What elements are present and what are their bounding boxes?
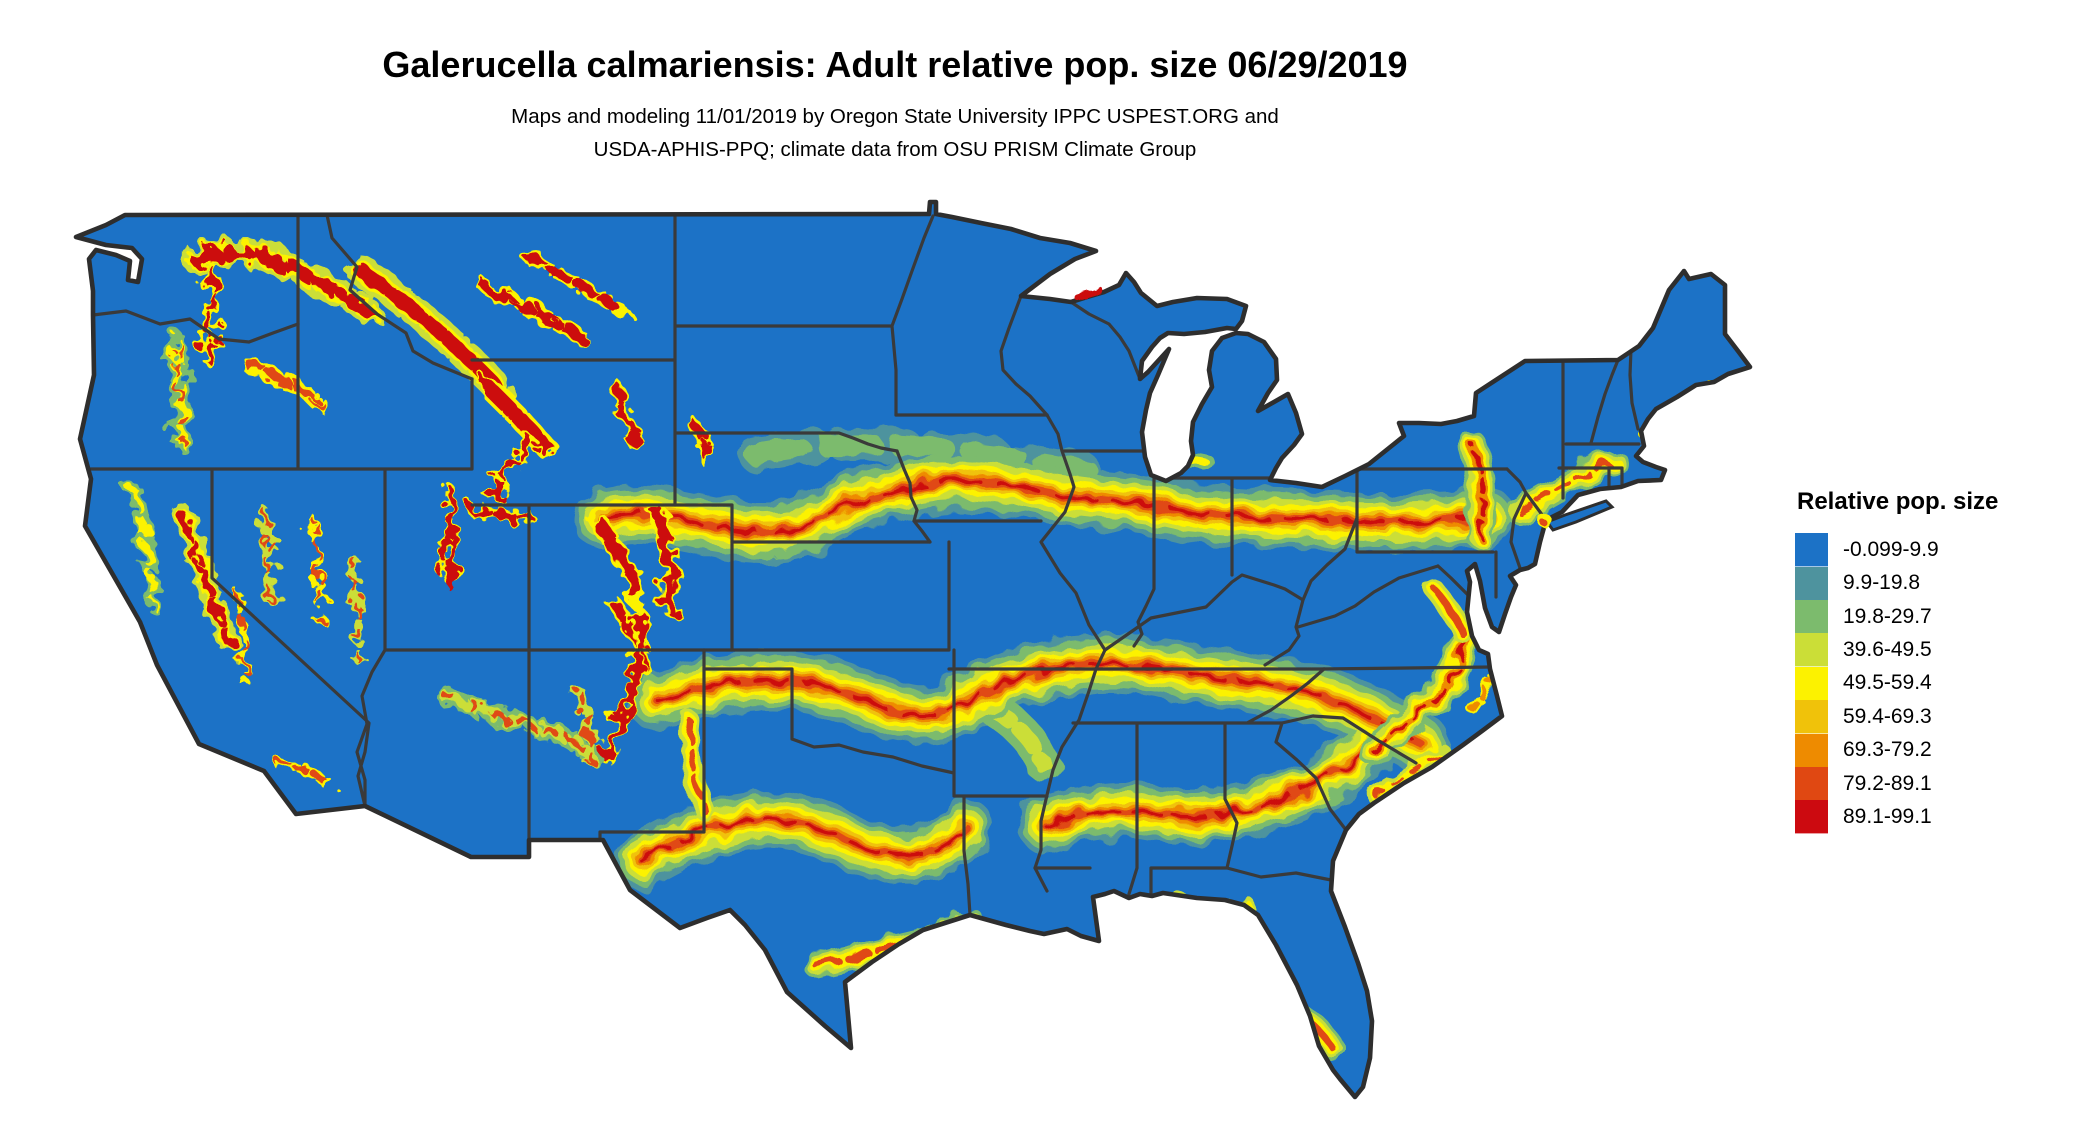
state-borders — [89, 213, 1641, 917]
legend-label: 69.3-79.2 — [1843, 738, 1932, 762]
legend-item: -0.099-9.9 — [1795, 533, 2095, 567]
legend-swatch — [1795, 599, 1828, 634]
legend-swatch — [1795, 533, 1828, 567]
legend-item: 89.1-99.1 — [1795, 800, 2095, 834]
legend-item: 59.4-69.3 — [1795, 700, 2095, 734]
legend: Relative pop. size -0.099-9.9 9.9-19.8 1… — [1795, 489, 2095, 834]
legend-swatch — [1795, 766, 1828, 801]
legend-swatch — [1795, 566, 1828, 600]
state-borders-southeast — [1033, 667, 1418, 900]
legend-title: Relative pop. size — [1797, 488, 1999, 515]
subtitle-line-1: Maps and modeling 11/01/2019 by Oregon S… — [511, 104, 1279, 128]
page-title: Galerucella calmariensis: Adult relative… — [382, 44, 1408, 85]
legend-label: 9.9-19.8 — [1843, 571, 1921, 595]
legend-item: 69.3-79.2 — [1795, 733, 2095, 767]
legend-label: 79.2-89.1 — [1843, 771, 1932, 795]
legend-label: 49.5-59.4 — [1843, 671, 1932, 695]
legend-label: 59.4-69.3 — [1843, 704, 1932, 728]
state-borders-ohio-river — [1103, 516, 1481, 667]
legend-item: 49.5-59.4 — [1795, 666, 2095, 701]
us-map-svg — [67, 150, 1790, 1116]
state-borders-upper-midwest — [999, 294, 1272, 648]
page-subtitle: Maps and modeling 11/01/2019 by Oregon S… — [75, 100, 1715, 166]
legend-swatch — [1795, 733, 1828, 767]
state-borders-northeast — [1355, 347, 1641, 599]
legend-item: 79.2-89.1 — [1795, 766, 2095, 801]
legend-swatch — [1795, 666, 1828, 701]
legend-rows: -0.099-9.9 9.9-19.8 19.8-29.7 39.6-49.5 … — [1795, 533, 2095, 834]
state-borders-south-central — [598, 648, 1049, 917]
legend-item: 9.9-19.8 — [1795, 566, 2095, 600]
legend-swatch — [1795, 633, 1828, 667]
subtitle-line-2: USDA-APHIS-PPQ; climate data from OSU PR… — [593, 137, 1197, 161]
map-header: Galerucella calmariensis: Adult relative… — [75, 46, 1715, 166]
hotspot-marks — [1075, 288, 1551, 527]
legend-label: 39.6-49.5 — [1843, 638, 1932, 662]
state-borders-west — [89, 213, 734, 859]
us-map — [67, 150, 1790, 1116]
legend-item: 39.6-49.5 — [1795, 633, 2095, 667]
legend-swatch — [1795, 800, 1828, 834]
long-island — [1544, 499, 1615, 532]
state-borders-northwest — [91, 213, 935, 507]
legend-label: 19.8-29.7 — [1843, 604, 1932, 628]
state-borders-plains — [730, 413, 1494, 671]
legend-label: -0.099-9.9 — [1843, 537, 1939, 561]
legend-swatch — [1795, 700, 1828, 734]
legend-item: 19.8-29.7 — [1795, 599, 2095, 634]
legend-label: 89.1-99.1 — [1843, 805, 1932, 828]
